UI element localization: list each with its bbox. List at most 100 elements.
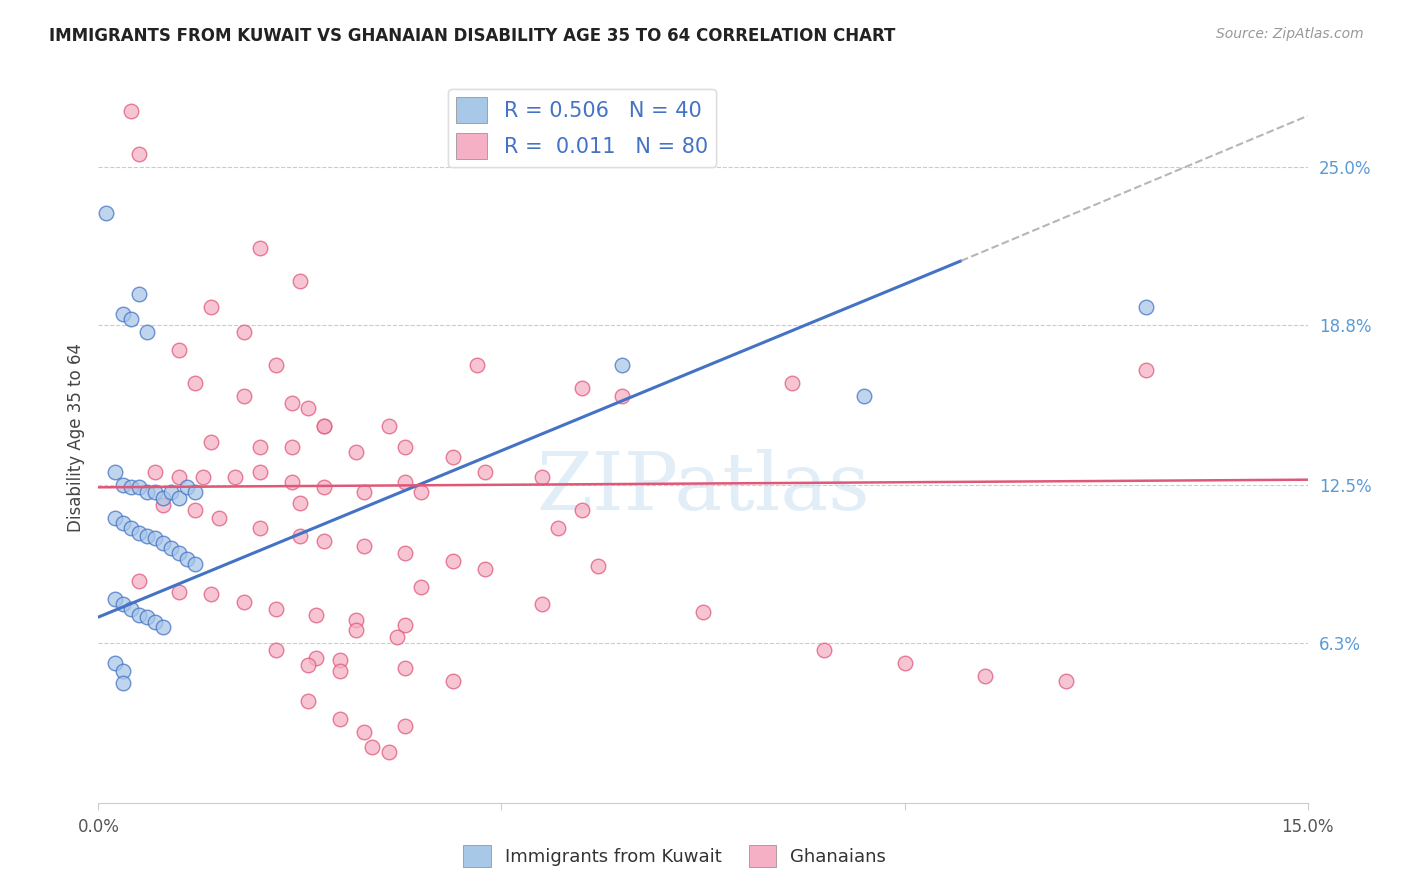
Point (232, 325, 254, 339)
Point (441, 450, 464, 464)
Point (361, 739, 384, 754)
Point (314, 533, 336, 548)
Point (780, 376, 803, 390)
Point (264, 602, 287, 616)
Point (394, 617, 416, 632)
Point (135, 529, 157, 543)
Point (377, 745, 399, 759)
Point (128, 526, 150, 541)
Point (167, 584, 190, 599)
Point (111, 676, 134, 690)
Point (297, 401, 319, 416)
Point (143, 485, 166, 500)
Point (249, 440, 271, 454)
Point (249, 241, 271, 255)
Point (353, 539, 375, 553)
Point (184, 485, 207, 500)
Point (167, 546, 190, 560)
Point (329, 712, 352, 726)
Point (103, 656, 125, 670)
Point (208, 511, 231, 525)
Point (974, 668, 997, 682)
Point (152, 620, 174, 634)
Point (120, 103, 142, 118)
Point (530, 598, 553, 612)
Point (128, 574, 150, 589)
Point (281, 396, 304, 410)
Point (176, 480, 198, 494)
Point (288, 274, 311, 288)
Point (314, 419, 336, 434)
Point (612, 358, 634, 372)
Point (111, 516, 134, 530)
Point (441, 554, 464, 568)
Text: IMMIGRANTS FROM KUWAIT VS GHANAIAN DISABILITY AGE 35 TO 64 CORRELATION CHART: IMMIGRANTS FROM KUWAIT VS GHANAIAN DISAB… (49, 27, 896, 45)
Point (200, 434, 222, 449)
Point (394, 475, 416, 490)
Point (128, 607, 150, 622)
Point (96, 205, 118, 219)
Point (571, 503, 593, 517)
Point (232, 595, 254, 609)
Point (103, 592, 125, 607)
Point (111, 477, 134, 491)
Point (200, 587, 222, 601)
Point (344, 623, 367, 637)
Point (160, 541, 183, 556)
Point (329, 653, 352, 667)
Point (143, 615, 166, 629)
Point (893, 656, 915, 670)
Point (474, 465, 496, 479)
Point (612, 389, 634, 403)
Point (193, 470, 215, 484)
Point (249, 521, 271, 535)
Point (176, 551, 198, 566)
Text: Source: ZipAtlas.com: Source: ZipAtlas.com (1216, 27, 1364, 41)
Point (1054, 673, 1077, 688)
Point (441, 673, 464, 688)
Point (409, 485, 432, 500)
Point (353, 724, 375, 739)
Point (297, 658, 319, 673)
Point (547, 521, 569, 535)
Point (152, 498, 174, 512)
Legend: R = 0.506   N = 40, R =  0.011   N = 80: R = 0.506 N = 40, R = 0.011 N = 80 (447, 89, 717, 167)
Point (813, 643, 835, 657)
Point (281, 475, 304, 490)
Point (143, 465, 166, 479)
Point (103, 511, 125, 525)
Point (1135, 363, 1157, 377)
Point (264, 643, 287, 657)
Point (232, 389, 254, 403)
Point (249, 465, 271, 479)
Point (128, 480, 150, 494)
Text: ZIPatlas: ZIPatlas (536, 450, 870, 527)
Point (152, 491, 174, 505)
Legend: Immigrants from Kuwait, Ghanaians: Immigrants from Kuwait, Ghanaians (457, 838, 893, 874)
Point (111, 307, 134, 321)
Point (128, 287, 150, 301)
Point (329, 664, 352, 678)
Point (160, 485, 183, 500)
Point (394, 719, 416, 733)
Point (344, 613, 367, 627)
Point (281, 440, 304, 454)
Point (853, 389, 876, 403)
Point (143, 531, 166, 545)
Point (344, 444, 367, 458)
Point (120, 312, 142, 326)
Point (120, 480, 142, 494)
Point (288, 529, 311, 543)
Point (135, 485, 157, 500)
Point (394, 440, 416, 454)
Point (571, 381, 593, 395)
Point (135, 610, 157, 624)
Point (111, 598, 134, 612)
Point (377, 419, 399, 434)
Point (184, 376, 207, 390)
Point (128, 147, 150, 161)
Point (530, 470, 553, 484)
Point (409, 580, 432, 594)
Point (314, 419, 336, 434)
Point (297, 694, 319, 708)
